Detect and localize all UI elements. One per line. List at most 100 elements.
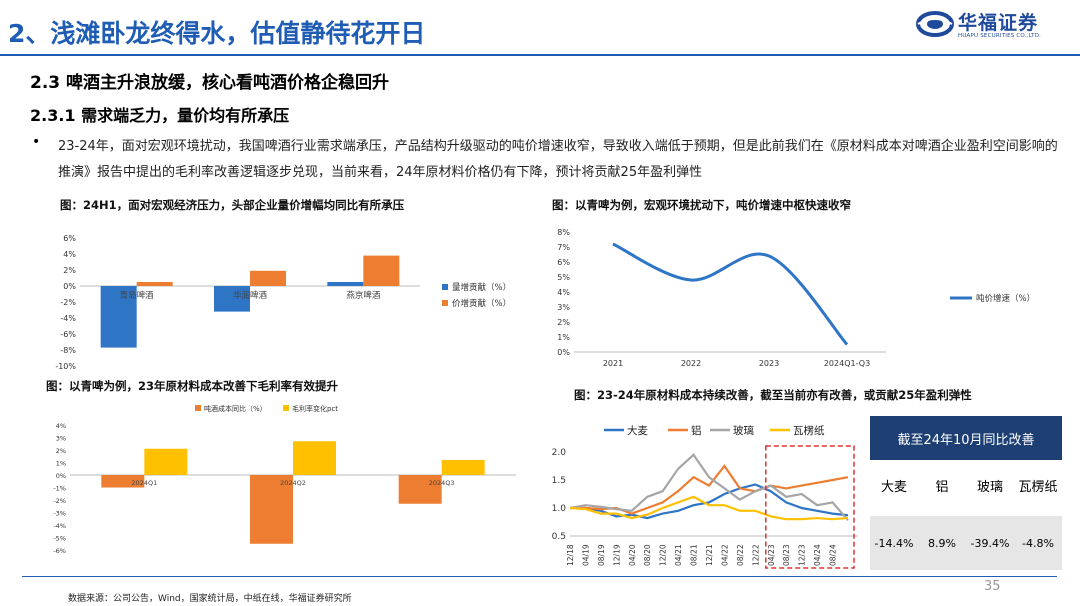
x-tick-label: 12/23 — [798, 544, 807, 566]
y-tick-label: -2% — [53, 497, 66, 505]
x-tick-label: 04/20 — [628, 544, 637, 566]
series-line-cardboard — [569, 495, 849, 521]
bar-volume — [327, 282, 364, 286]
improvement-table-columns: 大麦 铝 玻璃 瓦楞纸 — [870, 476, 1062, 495]
category-label: 华润啤酒 — [233, 290, 268, 301]
y-tick-label: 5% — [557, 273, 570, 282]
y-tick-label: -1% — [53, 485, 66, 493]
page-title: 2、浅滩卧龙终得水，估值静待花开日 — [8, 19, 426, 48]
chart3-caption: 图：以青啤为例，23年原材料成本改善下毛利率有效提升 — [46, 379, 339, 393]
x-tick-label: 08/23 — [782, 544, 791, 566]
y-tick-label: 0.5 — [552, 532, 566, 542]
bar-margin — [293, 441, 336, 475]
y-tick-label: -2% — [60, 298, 76, 307]
x-tick-label: 04/22 — [720, 544, 729, 566]
improvement-table-values: -14.4% 8.9% -39.4% -4.8% — [870, 516, 1062, 570]
bar-cost — [398, 475, 442, 504]
bar-price — [136, 282, 173, 286]
header-divider — [0, 54, 1080, 56]
bar-price — [363, 255, 400, 286]
bar-cost — [250, 475, 293, 544]
y-tick-label: 4% — [63, 250, 76, 259]
y-tick-label: 0% — [557, 348, 570, 357]
col-glass: 玻璃 — [976, 480, 1003, 495]
x-tick-label: 2022 — [681, 359, 701, 368]
y-tick-label: 2.0 — [552, 448, 567, 458]
x-tick-label: 12/18 — [566, 544, 575, 566]
legend-label: 吨酒成本同比（%） — [204, 404, 267, 413]
y-tick-label: 3% — [557, 303, 570, 312]
legend-swatch — [283, 405, 289, 411]
y-tick-label: -4% — [60, 314, 76, 323]
y-tick-label: 2% — [557, 318, 570, 327]
legend-label: 吨价增速（%） — [976, 293, 1035, 304]
legend-swatch — [442, 284, 448, 290]
bar-margin — [144, 448, 188, 475]
chart2-caption: 图：以青啤为例，宏观环境扰动下，吨价增速中枢快速收窄 — [552, 198, 851, 212]
y-tick-label: -4% — [53, 522, 66, 530]
company-logo: 华福证券 HUAPU SECURITIES CO.,LTD. — [916, 8, 1066, 44]
legend-swatch — [195, 405, 201, 411]
body-paragraph: 23-24年，面对宏观环境扰动，我国啤酒行业需求端承压，产品结构升级驱动的吨价增… — [58, 139, 1058, 180]
y-tick-label: 7% — [557, 243, 570, 252]
val-aluminum: 8.9% — [928, 536, 956, 550]
y-tick-label: 4% — [557, 288, 570, 297]
y-tick-label: 0% — [56, 472, 66, 480]
improvement-table: 截至24年10月同比改善 大麦 铝 玻璃 瓦楞纸 -14.4% 8.9% -39… — [870, 416, 1062, 570]
y-tick-label: 6% — [63, 234, 76, 243]
y-tick-label: 1.0 — [552, 504, 567, 514]
footer-divider — [22, 576, 1057, 577]
y-tick-label: 4% — [56, 422, 66, 430]
series-line-barley — [570, 483, 849, 520]
legend-label: 毛利率变化pct — [292, 404, 338, 413]
bar-cost — [101, 475, 145, 488]
x-tick-label: 2023 — [759, 359, 779, 368]
category-label: 2024Q1 — [131, 479, 157, 487]
y-tick-label: 6% — [557, 258, 570, 267]
x-tick-label: 2021 — [603, 359, 623, 368]
x-tick-label: 08/19 — [597, 544, 606, 566]
chart2-price-growth: 8% 7% 6% 5% 4% 3% 2% 1% 0% 2021 2022 2023 2024Q1-Q3 吨… — [557, 228, 1035, 368]
chart3-cost-margin: 4% 3% 2% 1% 0% -1% -2% -3% -4% -5% -6% 2024Q1 2024Q2… — [53, 404, 516, 555]
x-tick-label: 12/21 — [705, 544, 714, 566]
val-glass: -39.4% — [970, 536, 1010, 550]
val-barley: -14.4% — [874, 536, 914, 550]
y-tick-label: 8% — [557, 228, 570, 237]
legend-label: 玻璃 — [733, 424, 754, 437]
y-tick-label: -8% — [60, 346, 76, 355]
page-number: 35 — [984, 579, 1001, 594]
legend-label: 量增贡献（%） — [452, 282, 511, 293]
col-cardboard: 瓦楞纸 — [1018, 480, 1058, 495]
highlight-box — [765, 445, 855, 569]
x-tick-label: 08/20 — [643, 544, 652, 566]
x-tick-label: 12/20 — [659, 544, 668, 566]
val-cardboard: -4.8% — [1022, 536, 1054, 550]
chart1-caption: 图：24H1，面对宏观经济压力，头部企业量价增幅均同比有所承压 — [60, 198, 405, 212]
legend-label: 铝 — [691, 424, 702, 437]
y-tick-label: -5% — [53, 535, 66, 543]
bullet-icon: • — [32, 134, 41, 150]
logo-mark-icon — [916, 11, 954, 37]
x-tick-label: 04/21 — [674, 544, 683, 566]
y-tick-label: 0% — [63, 282, 76, 291]
improvement-table-title: 截至24年10月同比改善 — [870, 416, 1062, 460]
series-line-glass — [569, 453, 849, 522]
x-tick-label: 08/21 — [690, 544, 699, 566]
x-tick-label: 12/19 — [612, 544, 621, 566]
x-tick-label: 04/24 — [813, 544, 822, 566]
x-tick-label: 04/19 — [581, 544, 590, 566]
col-aluminum: 铝 — [935, 480, 949, 495]
y-tick-label: -10% — [55, 362, 76, 371]
col-barley: 大麦 — [880, 480, 907, 495]
series-line-price-growth — [612, 242, 849, 346]
category-label: 2024Q3 — [429, 479, 455, 487]
legend-label: 大麦 — [627, 424, 648, 437]
x-tick-label: 04/23 — [767, 544, 776, 566]
chart1-volume-price: 6% 4% 2% 0% -2% -4% -6% -8% -10% 青岛啤酒 华润啤酒 燕京啤酒 量增贡献… — [55, 234, 511, 371]
y-tick-label: 1.5 — [552, 476, 566, 486]
y-tick-label: -3% — [53, 510, 66, 518]
y-tick-label: 1% — [56, 460, 66, 468]
x-tick-label: 08/24 — [829, 544, 838, 566]
logo-english: HUAPU SECURITIES CO.,LTD. — [958, 33, 1042, 39]
legend-label: 价增贡献（%） — [452, 298, 511, 309]
